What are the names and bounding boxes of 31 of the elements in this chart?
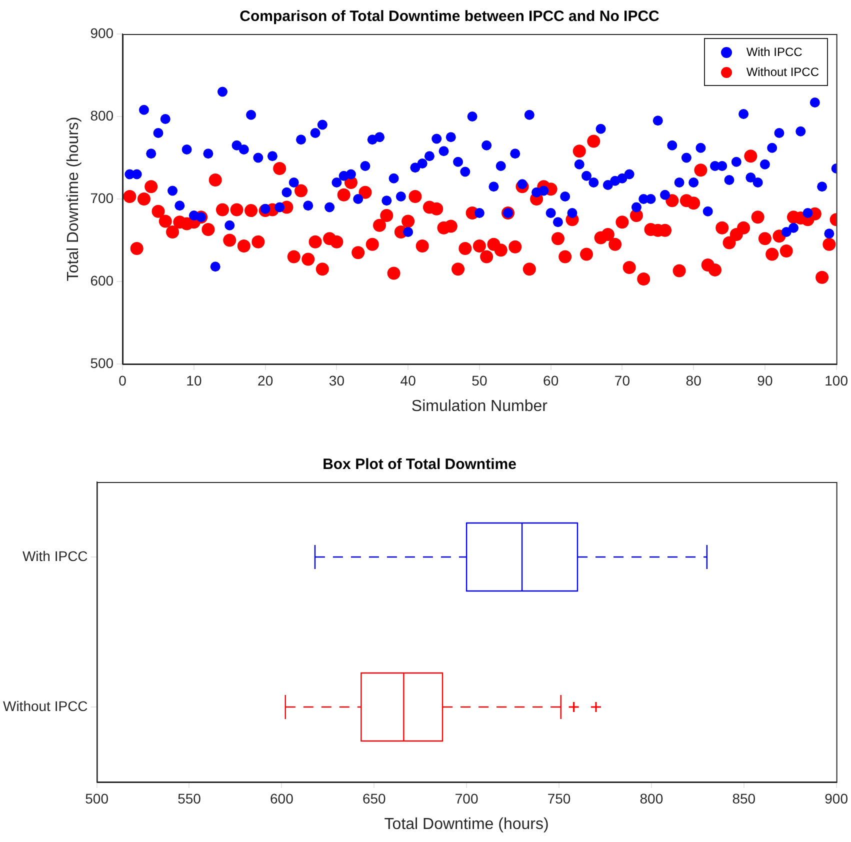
x-tick-label: 850 — [732, 790, 756, 806]
x-tick-label: 800 — [640, 790, 664, 806]
chart-title: Box Plot of Total Downtime — [322, 456, 516, 474]
y-axis-title: Total Downtime (hours) — [65, 116, 82, 282]
x-tick-label: 550 — [178, 790, 202, 806]
x-tick-label: 600 — [270, 790, 294, 806]
legend-label: With IPCC — [746, 45, 802, 59]
y-tick-label: 500 — [90, 354, 114, 371]
x-tick-label: 750 — [547, 790, 571, 806]
x-tick-label: 70 — [614, 372, 630, 388]
legend-label: Without IPCC — [746, 65, 819, 79]
chart-title: Comparison of Total Downtime between IPCC and No IPCC — [240, 8, 660, 26]
x-tick-label: 100 — [824, 372, 848, 388]
x-axis-title: Simulation Number — [411, 398, 548, 415]
x-tick-label: 40 — [400, 372, 416, 388]
y-tick-label: 900 — [90, 24, 114, 41]
y-tick-label: 600 — [90, 272, 114, 288]
x-tick-label: 20 — [258, 372, 274, 388]
x-axis-title: Total Downtime (hours) — [384, 816, 549, 833]
x-tick-label: 900 — [824, 790, 848, 806]
x-tick-label: 80 — [686, 372, 702, 388]
x-tick-label: 0 — [118, 372, 127, 388]
x-tick-label: 700 — [454, 790, 478, 806]
x-tick-label: 650 — [362, 790, 386, 806]
y-tick-label: 800 — [90, 107, 114, 124]
x-tick-label: 90 — [757, 372, 773, 388]
x-tick-label: 50 — [472, 372, 488, 388]
y-tick-label: 700 — [90, 190, 114, 206]
x-tick-label: 30 — [328, 372, 345, 388]
x-tick-label: 10 — [186, 372, 202, 388]
x-tick-label: 60 — [543, 372, 559, 388]
